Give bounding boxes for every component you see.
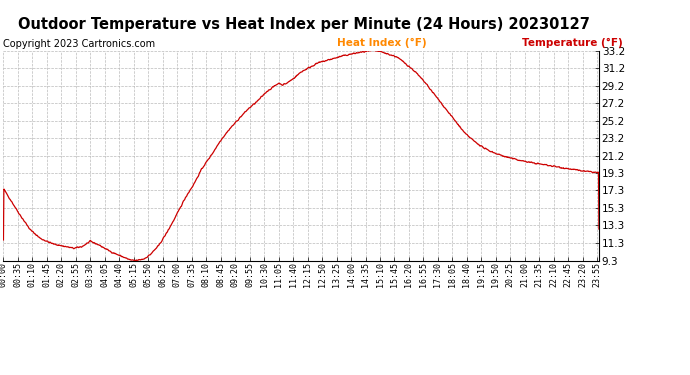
Text: Heat Index (°F): Heat Index (°F) <box>337 38 426 48</box>
Text: Outdoor Temperature vs Heat Index per Minute (24 Hours) 20230127: Outdoor Temperature vs Heat Index per Mi… <box>18 17 589 32</box>
Text: Copyright 2023 Cartronics.com: Copyright 2023 Cartronics.com <box>3 39 155 49</box>
Text: Temperature (°F): Temperature (°F) <box>522 38 622 48</box>
